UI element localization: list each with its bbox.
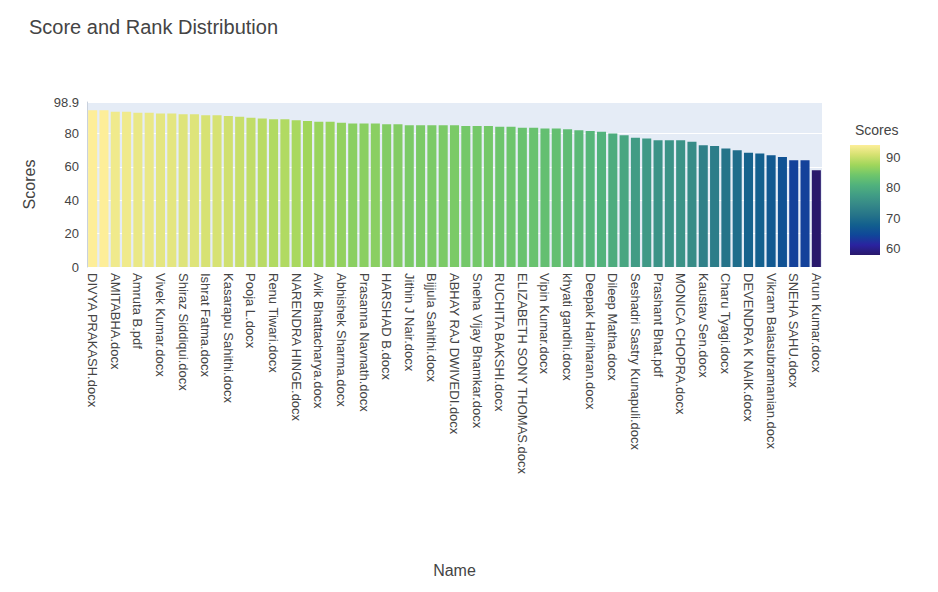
svg-text:Vikram Balasubramanian.docx: Vikram Balasubramanian.docx — [764, 273, 779, 450]
svg-text:Arun Kumar.docx: Arun Kumar.docx — [809, 273, 824, 373]
svg-text:60: 60 — [65, 159, 79, 174]
svg-text:ELIZABETH SONY THOMAS.docx: ELIZABETH SONY THOMAS.docx — [515, 273, 530, 475]
svg-text:80: 80 — [65, 126, 79, 141]
svg-text:NARENDRA HINGE.docx: NARENDRA HINGE.docx — [289, 273, 304, 422]
svg-text:Shiraz Siddiqui.docx: Shiraz Siddiqui.docx — [176, 273, 191, 391]
svg-text:Name: Name — [433, 562, 476, 579]
svg-text:Jithin J Nair.docx: Jithin J Nair.docx — [402, 273, 417, 372]
svg-text:Sneha Vijay Bhamkar.docx: Sneha Vijay Bhamkar.docx — [470, 273, 485, 429]
svg-text:Avik Bhattacharya.docx: Avik Bhattacharya.docx — [311, 273, 326, 409]
svg-text:60: 60 — [886, 241, 900, 256]
svg-text:Renu Tiwari.docx: Renu Tiwari.docx — [266, 273, 281, 373]
svg-text:Bijjula Sahithi.docx: Bijjula Sahithi.docx — [424, 273, 439, 383]
svg-text:DIVYA PRAKASH.docx: DIVYA PRAKASH.docx — [85, 273, 100, 408]
svg-text:Kasarapu Sahithi.docx: Kasarapu Sahithi.docx — [221, 273, 236, 404]
svg-text:Kaustav Sen.docx: Kaustav Sen.docx — [696, 273, 711, 378]
svg-text:DEVENDRA K NAIK.docx: DEVENDRA K NAIK.docx — [741, 273, 756, 422]
svg-text:40: 40 — [65, 193, 79, 208]
svg-text:RUCHITA BAKSHI.docx: RUCHITA BAKSHI.docx — [492, 273, 507, 412]
svg-text:Vipin Kumar.docx: Vipin Kumar.docx — [537, 273, 552, 374]
svg-text:98.9: 98.9 — [54, 95, 79, 110]
svg-text:khyati gandhi.docx: khyati gandhi.docx — [560, 273, 575, 381]
svg-text:Ishrat Fatma.docx: Ishrat Fatma.docx — [198, 273, 213, 378]
svg-text:Scores: Scores — [855, 122, 899, 138]
svg-text:Prashant Bhat.pdf: Prashant Bhat.pdf — [651, 273, 666, 377]
svg-text:Score and Rank Distribution: Score and Rank Distribution — [29, 16, 278, 38]
svg-text:Dileep Matha.docx: Dileep Matha.docx — [605, 273, 620, 381]
svg-text:20: 20 — [65, 226, 79, 241]
svg-text:Charu Tyagi.docx: Charu Tyagi.docx — [718, 273, 733, 374]
svg-text:Abhishek Sharma.docx: Abhishek Sharma.docx — [334, 273, 349, 407]
svg-text:Seshadri Sastry Kunapuli.docx: Seshadri Sastry Kunapuli.docx — [628, 273, 643, 451]
svg-text:Scores: Scores — [21, 160, 38, 210]
svg-text:SNEHA SAHU.docx: SNEHA SAHU.docx — [786, 273, 801, 388]
svg-text:Amruta B.pdf: Amruta B.pdf — [130, 273, 145, 349]
svg-text:Prasanna Navnath.docx: Prasanna Navnath.docx — [357, 273, 372, 412]
svg-text:0: 0 — [72, 260, 79, 275]
svg-text:HARSHAD B.docx: HARSHAD B.docx — [379, 273, 394, 380]
svg-text:70: 70 — [886, 211, 900, 226]
svg-text:80: 80 — [886, 180, 900, 195]
svg-text:Deepak Hariharan.docx: Deepak Hariharan.docx — [583, 273, 598, 410]
svg-text:Pooja L.docx: Pooja L.docx — [243, 273, 258, 349]
svg-text:90: 90 — [886, 150, 900, 165]
svg-text:MONICA CHOPRA.docx: MONICA CHOPRA.docx — [673, 273, 688, 415]
svg-text:AMITABHA.docx: AMITABHA.docx — [108, 273, 123, 370]
svg-text:Vivek Kumar.docx: Vivek Kumar.docx — [153, 273, 168, 377]
svg-text:ABHAY RAJ DWIVEDI.docx: ABHAY RAJ DWIVEDI.docx — [447, 273, 462, 435]
